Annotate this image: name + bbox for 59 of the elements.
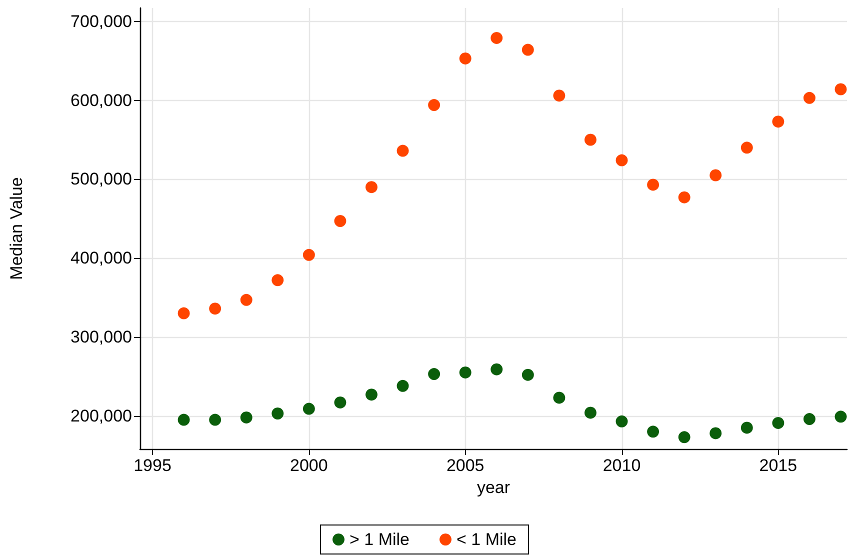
point [678,431,690,444]
point [647,426,660,438]
point [584,134,596,146]
y-tick-label: 400,000 [70,248,132,268]
point [178,307,190,320]
x-axis-title: year [476,478,510,497]
point [396,380,409,392]
point [240,411,252,424]
point [740,422,753,434]
point [522,368,534,381]
legend-label: > 1 Mile [350,530,410,549]
x-tick-label: 2005 [446,456,484,475]
point [647,178,660,191]
point [772,416,784,429]
point [366,181,378,194]
point [302,248,315,261]
point [334,396,346,408]
point [490,32,503,44]
point [272,408,284,420]
point [522,44,534,56]
y-axis-title: Median Value [7,177,26,280]
point [459,366,472,378]
point [834,83,847,96]
y-tick-label: 300,000 [70,327,132,346]
point [772,116,784,128]
point [834,410,847,423]
point [366,388,378,401]
point [272,274,284,286]
point [678,191,690,204]
x-tick-label: 2010 [602,456,641,475]
x-tick-label: 2015 [759,456,798,475]
x-tick-label: 1995 [134,456,172,475]
point [710,169,722,182]
point [396,144,409,157]
point [178,414,190,426]
point [428,368,440,380]
point [553,392,566,404]
point [459,52,472,64]
point [803,92,816,104]
point [740,142,753,154]
point [334,215,346,227]
legend-label: < 1 Mile [456,530,516,549]
point [710,427,722,440]
point [490,363,503,376]
y-tick-label: 500,000 [70,170,132,189]
point [616,154,628,166]
y-tick-label: 200,000 [70,406,132,426]
point [209,302,222,315]
point [616,415,628,428]
point [302,402,315,415]
point [584,406,596,419]
point [428,99,440,112]
point [240,294,252,306]
x-tick-label: 2000 [290,456,328,475]
point [209,414,222,426]
y-tick-label: 700,000 [70,12,132,31]
y-tick-label: 600,000 [70,90,132,110]
point [803,413,816,426]
point [553,90,566,102]
